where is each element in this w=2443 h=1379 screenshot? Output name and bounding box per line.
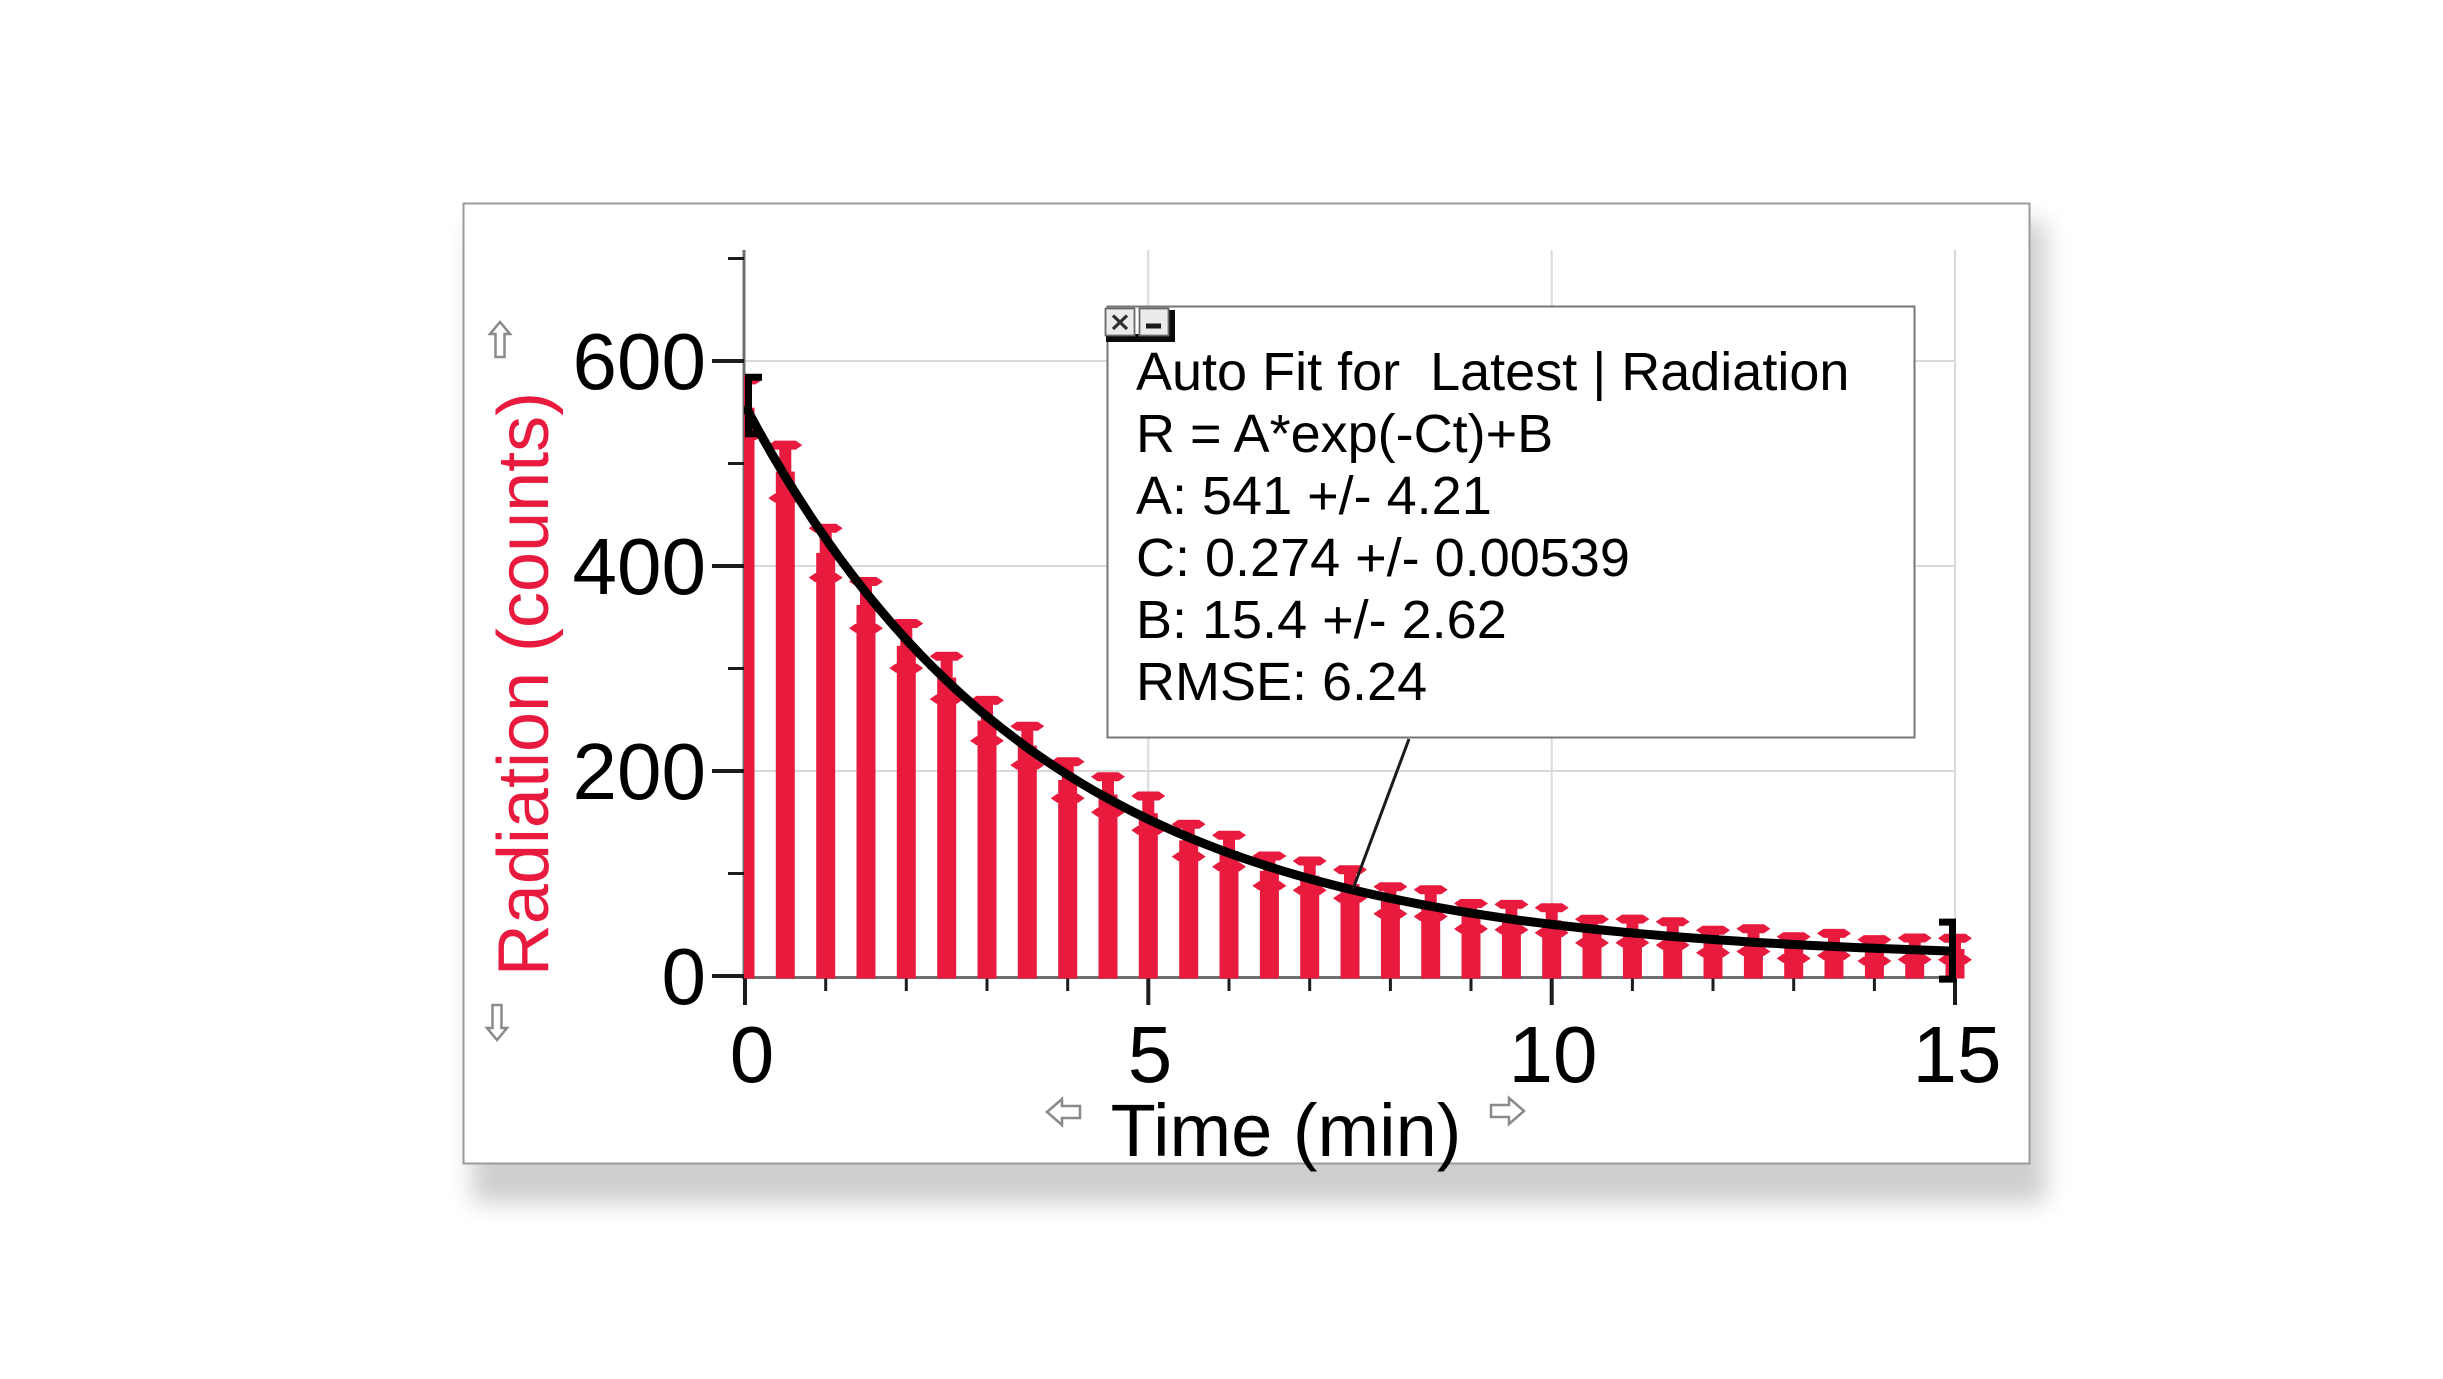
- svg-text:200: 200: [573, 727, 706, 816]
- svg-text:B: 15.4 +/- 2.62: B: 15.4 +/- 2.62: [1136, 590, 1507, 650]
- svg-text:RMSE: 6.24: RMSE: 6.24: [1136, 652, 1427, 712]
- svg-text:Auto Fit for Latest | Radiati: Auto Fit for Latest | Radiation: [1136, 342, 1849, 402]
- svg-text:Time (min): Time (min): [1111, 1089, 1462, 1172]
- svg-text:600: 600: [573, 317, 706, 406]
- svg-text:400: 400: [573, 522, 706, 611]
- svg-text:5: 5: [1128, 1010, 1173, 1099]
- svg-text:15: 15: [1913, 1010, 2002, 1099]
- svg-text:C: 0.274 +/- 0.00539: C: 0.274 +/- 0.00539: [1136, 528, 1630, 588]
- svg-text:0: 0: [662, 932, 707, 1021]
- svg-text:R = A*exp(-Ct)+B: R = A*exp(-Ct)+B: [1136, 404, 1553, 464]
- svg-text:0: 0: [730, 1010, 775, 1099]
- svg-text:A: 541 +/- 4.21: A: 541 +/- 4.21: [1136, 466, 1492, 526]
- svg-text:10: 10: [1509, 1010, 1598, 1099]
- svg-text:Radiation (counts): Radiation (counts): [484, 392, 564, 976]
